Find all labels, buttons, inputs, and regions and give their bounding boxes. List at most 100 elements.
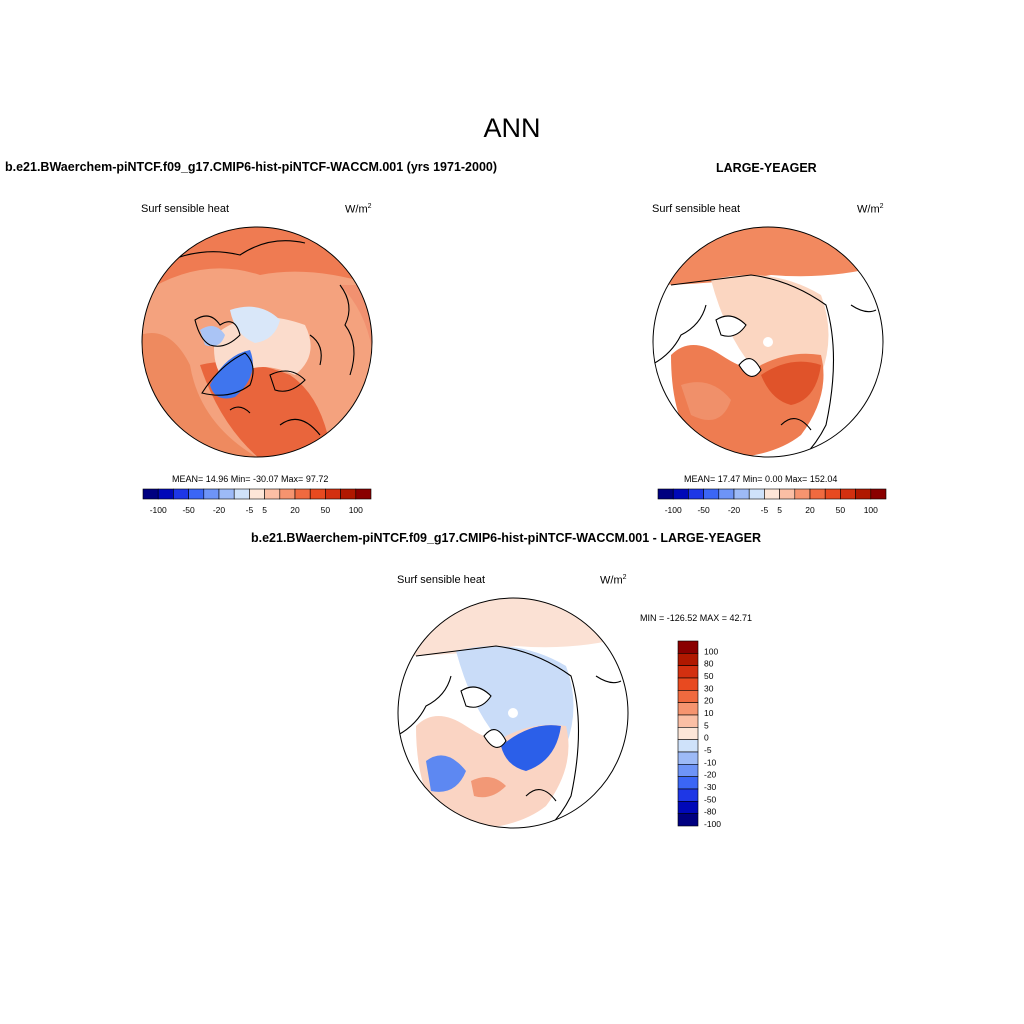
colorbar-level-label: -30 bbox=[704, 782, 717, 792]
colorbar-swatch bbox=[677, 788, 699, 802]
colorbar-swatch bbox=[677, 813, 699, 827]
colorbar-level-label: 100 bbox=[704, 646, 718, 656]
colorbar-swatch bbox=[677, 751, 699, 765]
colorbar-tick-label: -5 bbox=[246, 505, 254, 515]
colorbar-tick-label: -20 bbox=[728, 505, 741, 515]
obs-colorbar-ticks: -100 -50 -20 -5 5 20 50 100 bbox=[665, 505, 878, 515]
colorbar-tick-label: 100 bbox=[349, 505, 363, 515]
diff-variable-label: Surf sensible heat bbox=[397, 574, 486, 586]
colorbar-level-label: -5 bbox=[704, 745, 712, 755]
colorbar-swatch bbox=[309, 488, 326, 500]
colorbar-tick-label: -5 bbox=[761, 505, 769, 515]
model-polar-map bbox=[141, 226, 373, 458]
obs-colorbar: -100 -50 -20 -5 5 20 50 100 bbox=[657, 488, 887, 515]
colorbar-swatch bbox=[703, 488, 720, 500]
diff-units-label: W/m2 bbox=[600, 574, 627, 587]
colorbar-tick-label: 5 bbox=[777, 505, 782, 515]
colorbar-swatch bbox=[325, 488, 341, 500]
colorbar-swatch bbox=[173, 488, 189, 500]
colorbar-tick-label: 50 bbox=[321, 505, 331, 515]
obs-polar-map bbox=[652, 226, 884, 458]
colorbar-level-label: -20 bbox=[704, 770, 717, 780]
colorbar-tick-label: 50 bbox=[836, 505, 846, 515]
colorbar-tick-label: -100 bbox=[665, 505, 682, 515]
colorbar-swatch bbox=[677, 640, 699, 654]
colorbar-swatch bbox=[677, 801, 699, 814]
obs-stats: MEAN= 17.47 Min= 0.00 Max= 152.04 bbox=[684, 474, 838, 484]
colorbar-level-label: -80 bbox=[704, 807, 717, 817]
colorbar-tick-label: -50 bbox=[182, 505, 195, 515]
colorbar-swatch bbox=[233, 488, 250, 500]
diff-polar-map bbox=[397, 597, 629, 829]
colorbar-swatch bbox=[733, 488, 750, 500]
model-colorbar-swatches bbox=[142, 488, 372, 500]
colorbar-swatch bbox=[677, 677, 699, 691]
colorbar-swatch bbox=[870, 488, 887, 500]
colorbar-swatch bbox=[672, 488, 689, 500]
figure-title: ANN bbox=[483, 113, 541, 143]
colorbar-swatch bbox=[677, 714, 699, 728]
colorbar-swatch bbox=[677, 690, 699, 703]
colorbar-tick-label: -20 bbox=[213, 505, 226, 515]
colorbar-tick-label: 5 bbox=[262, 505, 267, 515]
colorbar-level-label: 80 bbox=[704, 659, 714, 669]
colorbar-tick-label: -100 bbox=[150, 505, 167, 515]
colorbar-level-label: 20 bbox=[704, 696, 714, 706]
colorbar-swatch bbox=[748, 488, 765, 500]
diff-case-title: b.e21.BWaerchem-piNTCF.f09_g17.CMIP6-his… bbox=[251, 531, 762, 545]
colorbar-swatch bbox=[203, 488, 220, 500]
colorbar-level-label: 5 bbox=[704, 720, 709, 730]
colorbar-swatch bbox=[677, 702, 699, 716]
colorbar-tick-label: 20 bbox=[805, 505, 815, 515]
colorbar-swatch bbox=[249, 488, 265, 500]
colorbar-swatch bbox=[855, 488, 872, 500]
colorbar-swatch bbox=[677, 653, 699, 666]
colorbar-swatch bbox=[824, 488, 841, 500]
colorbar-swatch bbox=[294, 488, 311, 500]
colorbar-level-label: 30 bbox=[704, 683, 714, 693]
colorbar-swatch bbox=[809, 488, 826, 500]
colorbar-level-label: 50 bbox=[704, 671, 714, 681]
colorbar-swatch bbox=[779, 488, 796, 500]
model-variable-label: Surf sensible heat bbox=[141, 203, 230, 215]
colorbar-swatch bbox=[657, 488, 674, 500]
colorbar-swatch bbox=[794, 488, 811, 500]
colorbar-swatch bbox=[718, 488, 735, 500]
colorbar-swatch bbox=[677, 727, 699, 740]
model-colorbar: -100 -50 -20 -5 5 20 50 100 bbox=[142, 488, 372, 515]
model-case-title: b.e21.BWaerchem-piNTCF.f09_g17.CMIP6-his… bbox=[5, 160, 498, 174]
model-units-label: W/m2 bbox=[345, 203, 372, 216]
colorbar-tick-label: -50 bbox=[697, 505, 710, 515]
obs-units-label: W/m2 bbox=[857, 203, 884, 216]
colorbar-swatch bbox=[340, 488, 357, 500]
colorbar-tick-label: 100 bbox=[864, 505, 878, 515]
colorbar-level-label: -50 bbox=[704, 794, 717, 804]
colorbar-swatch bbox=[764, 488, 780, 500]
colorbar-swatch bbox=[188, 488, 205, 500]
colorbar-level-label: -100 bbox=[704, 819, 721, 829]
colorbar-swatch bbox=[688, 488, 704, 500]
colorbar-level-label: -10 bbox=[704, 757, 717, 767]
model-stats: MEAN= 14.96 Min= -30.07 Max= 97.72 bbox=[172, 474, 329, 484]
colorbar-swatch bbox=[677, 764, 699, 777]
colorbar-swatch bbox=[218, 488, 235, 500]
colorbar-swatch bbox=[279, 488, 296, 500]
colorbar-swatch bbox=[157, 488, 174, 500]
colorbar-swatch bbox=[142, 488, 159, 500]
colorbar-swatch bbox=[840, 488, 856, 500]
obs-variable-label: Surf sensible heat bbox=[652, 203, 741, 215]
colorbar-swatch bbox=[677, 739, 699, 753]
obs-case-title: LARGE-YEAGER bbox=[716, 161, 817, 175]
colorbar-swatch bbox=[355, 488, 372, 500]
diff-stats: MIN = -126.52 MAX = 42.71 bbox=[640, 613, 753, 623]
colorbar-tick-label: 20 bbox=[290, 505, 300, 515]
model-colorbar-ticks: -100 -50 -20 -5 5 20 50 100 bbox=[150, 505, 363, 515]
diff-colorbar-swatches bbox=[677, 640, 699, 827]
obs-colorbar-swatches bbox=[657, 488, 887, 500]
colorbar-swatch bbox=[264, 488, 281, 500]
colorbar-level-label: 10 bbox=[704, 708, 714, 718]
colorbar-swatch bbox=[677, 665, 699, 679]
colorbar-swatch bbox=[677, 776, 699, 790]
